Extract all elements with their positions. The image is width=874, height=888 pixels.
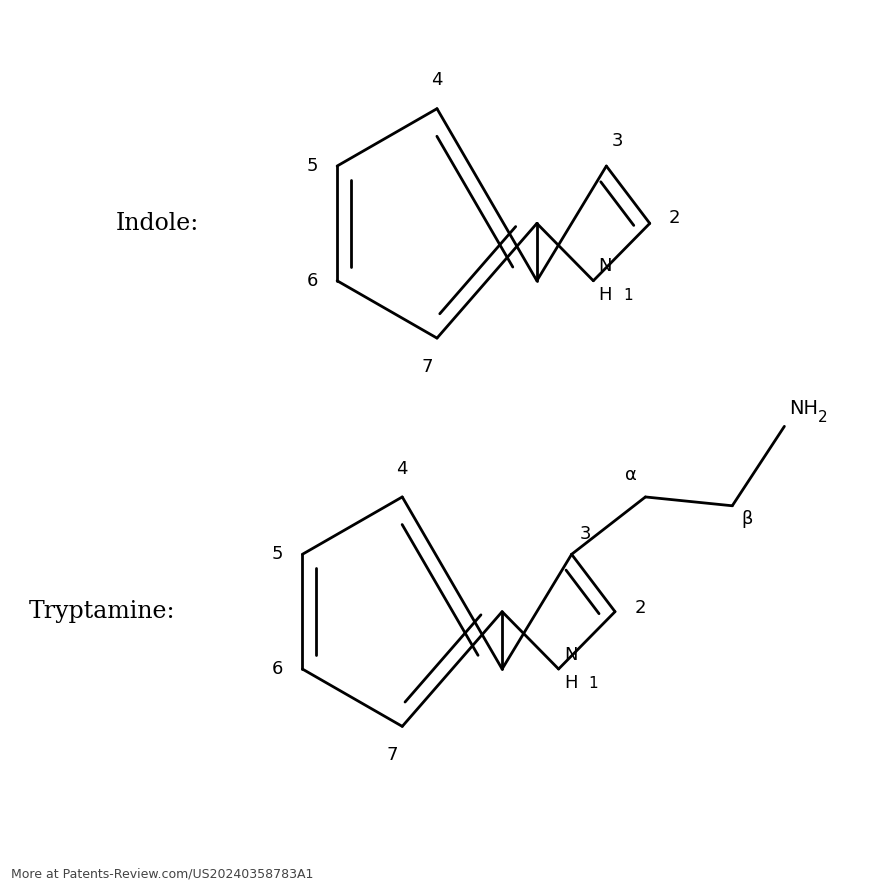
Text: N: N bbox=[564, 646, 578, 663]
Text: N: N bbox=[599, 258, 612, 275]
Text: 6: 6 bbox=[307, 272, 318, 289]
Text: 7: 7 bbox=[421, 358, 434, 376]
Text: 6: 6 bbox=[272, 660, 283, 678]
Text: 4: 4 bbox=[431, 71, 443, 90]
Text: 5: 5 bbox=[272, 545, 283, 563]
Text: α: α bbox=[625, 465, 637, 484]
Text: β: β bbox=[741, 511, 753, 528]
Text: 1: 1 bbox=[623, 288, 633, 303]
Text: 3: 3 bbox=[612, 132, 623, 150]
Text: Tryptamine:: Tryptamine: bbox=[29, 600, 176, 623]
Text: 5: 5 bbox=[307, 157, 318, 175]
Text: Indole:: Indole: bbox=[115, 212, 199, 235]
Text: 2: 2 bbox=[635, 599, 646, 617]
Text: H: H bbox=[564, 674, 578, 693]
Text: H: H bbox=[599, 286, 612, 304]
Text: 3: 3 bbox=[579, 525, 591, 543]
Text: 2: 2 bbox=[817, 409, 827, 424]
Text: 1: 1 bbox=[588, 676, 598, 691]
Text: More at Patents-Review.com/US20240358783A1: More at Patents-Review.com/US20240358783… bbox=[11, 868, 314, 881]
Text: 4: 4 bbox=[397, 459, 408, 478]
Text: 2: 2 bbox=[669, 209, 680, 226]
Text: 7: 7 bbox=[387, 746, 399, 764]
Text: NH: NH bbox=[788, 399, 818, 417]
